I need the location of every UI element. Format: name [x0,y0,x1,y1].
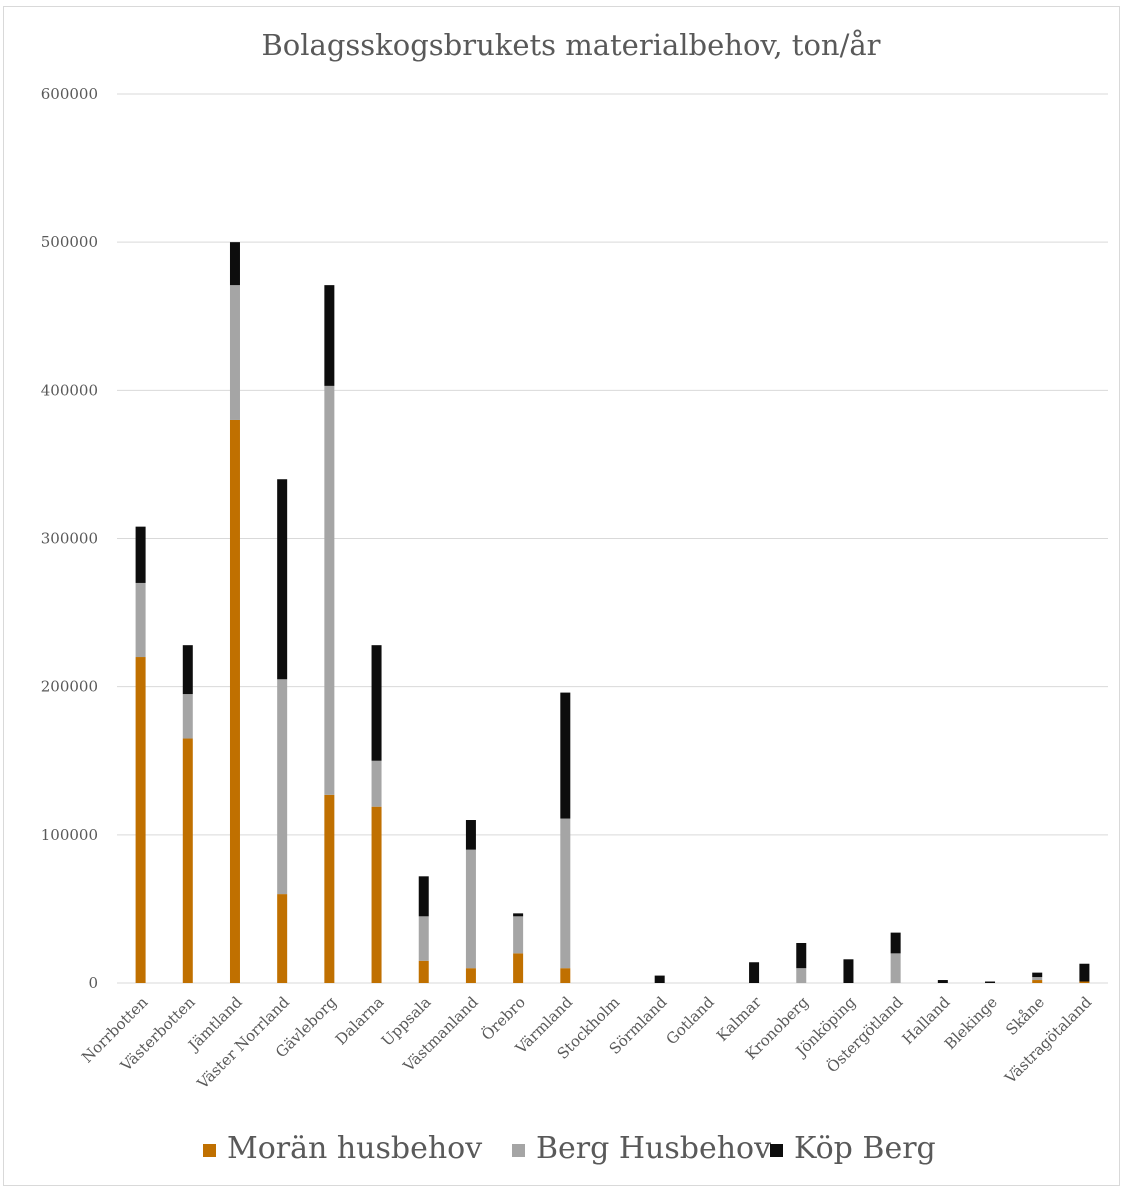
legend-swatch [770,1144,783,1157]
bar-segment [229,285,240,420]
bar-segment [560,692,571,819]
x-tick-label: Skåne [1002,993,1048,1039]
bar-segment [135,526,146,583]
bar-segment [985,981,996,983]
bar-segment [937,980,948,983]
bar-segment [135,657,146,983]
bar-segment [1079,981,1090,983]
bar-segment [465,849,476,969]
bar-segment [418,960,429,983]
x-tick-label: Västragötaland [1001,993,1096,1088]
y-tick-label: 300000 [41,530,98,548]
y-tick-label: 600000 [41,85,98,103]
chart-title: Bolagsskogsbrukets materialbehov, ton/år [262,28,881,62]
bar-segment [560,968,571,983]
bar-segment [229,242,240,286]
bar-segment [1032,977,1043,981]
bar-segment [1032,980,1043,983]
bar-segment [324,794,335,983]
bar-segment [560,818,571,969]
bar-segment [182,738,193,983]
bar-segment [324,385,335,795]
bar-segment [890,953,901,983]
legend-label: Morän husbehov [227,1131,482,1166]
bar-segment [513,913,524,917]
bar-segment [277,479,288,680]
bar-segment [465,968,476,983]
bar-segment [1032,972,1043,978]
y-tick-label: 0 [88,974,98,992]
y-tick-label: 200000 [41,678,98,696]
bar-segment [324,285,335,386]
bar-segment [465,820,476,850]
bar-segment [371,760,382,807]
bar-segment [654,975,665,983]
legend-swatch [512,1144,525,1157]
bar-segment [277,894,288,983]
bar-segment [135,582,146,658]
legend-label: Köp Berg [794,1131,936,1166]
bar-segment [371,645,382,761]
bar-segment [749,962,760,983]
bar-segment [418,916,429,961]
legend-swatch [203,1144,216,1157]
bar-segment [418,876,429,917]
bar-segment [182,694,193,739]
chart-frame: Bolagsskogsbrukets materialbehov, ton/år… [3,6,1120,1186]
x-tick-label: Gotland [663,993,718,1048]
bar-segment [229,419,240,983]
x-tick-label: Blekinge [941,993,1001,1053]
y-tick-label: 400000 [41,381,98,399]
bar-segment [513,916,524,954]
bar-segment [513,953,524,983]
bar-segment [1079,963,1090,982]
bar-segment [843,959,854,983]
bar-segment [796,968,807,983]
stacked-bar-chart: Bolagsskogsbrukets materialbehov, ton/år… [41,28,1108,1166]
bar-segment [890,932,901,954]
legend-label: Berg Husbehov [536,1131,771,1166]
x-tick-label: Dalarna [332,993,388,1049]
bar-segment [371,806,382,983]
y-tick-label: 500000 [41,233,98,251]
bar-segment [796,942,807,969]
y-tick-label: 100000 [41,826,98,844]
bar-segment [277,679,288,895]
bar-segment [182,645,193,695]
